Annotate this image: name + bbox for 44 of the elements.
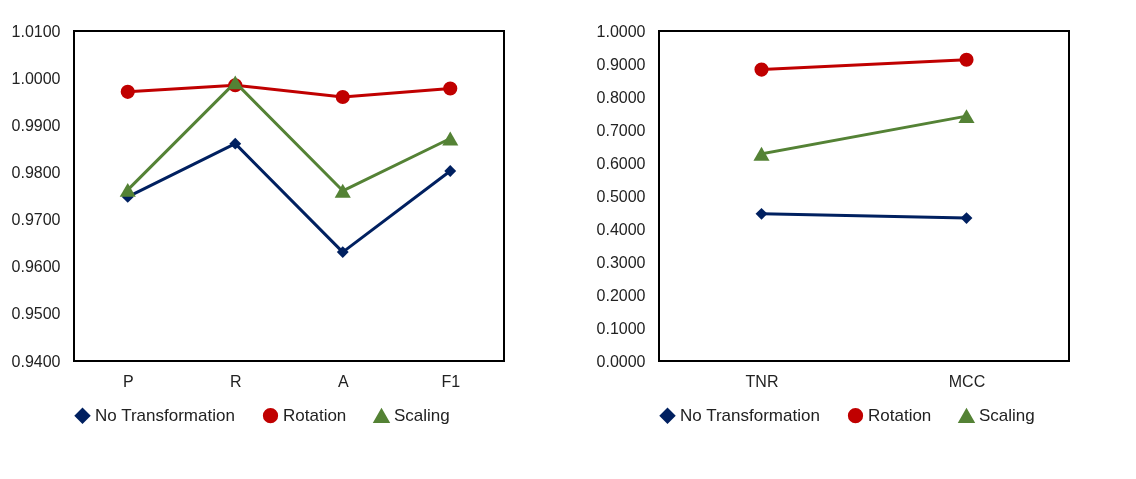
y-tick-label: 0.9500 [11, 305, 61, 323]
point [336, 246, 349, 259]
y-tick-label: 1.0000 [11, 69, 61, 87]
y-tick-label: 0.1000 [596, 319, 646, 337]
legend-label: No Transformation [680, 405, 820, 425]
point [960, 212, 973, 225]
y-tick-label: 0.4000 [596, 220, 646, 238]
x-tick-label: TNR [745, 372, 779, 390]
legend-label: Rotation [868, 405, 932, 425]
legend-label: Rotation [283, 405, 347, 425]
y-tick-label: 0.0000 [596, 352, 646, 370]
point [754, 62, 769, 77]
y-tick-label: 0.9400 [11, 352, 61, 370]
point [755, 207, 768, 220]
point [119, 182, 136, 197]
legend-label: Scaling [979, 406, 1035, 426]
point [334, 183, 351, 198]
point [335, 89, 350, 105]
point [120, 84, 135, 99]
y-tick-label: 1.0000 [596, 22, 646, 40]
y-tick-label: 0.9000 [596, 55, 646, 73]
x-tick-label: MCC [948, 372, 986, 390]
x-tick-label: R [229, 372, 242, 390]
y-tick-label: 0.7000 [596, 121, 646, 139]
y-tick-label: 0.5000 [596, 187, 646, 205]
point [959, 52, 974, 67]
y-tick-label: 1.0100 [11, 22, 61, 40]
x-tick-label: A [337, 372, 349, 390]
y-tick-label: 0.9900 [11, 116, 61, 134]
y-tick-label: 0.2000 [596, 286, 646, 304]
legend-label: No Transformation [95, 405, 235, 425]
point [442, 131, 459, 146]
y-tick-label: 0.9800 [11, 163, 61, 181]
y-tick-label: 0.9700 [11, 211, 61, 229]
x-tick-label: F1 [441, 372, 461, 390]
y-tick-label: 0.9600 [11, 258, 61, 276]
legend-label: Scaling [394, 406, 450, 426]
y-tick-label: 0.3000 [596, 253, 646, 271]
y-tick-label: 0.8000 [596, 88, 646, 106]
point [444, 165, 457, 177]
x-tick-label: P [122, 372, 134, 390]
y-tick-label: 0.6000 [596, 154, 646, 172]
point [443, 81, 458, 96]
point [229, 137, 242, 150]
